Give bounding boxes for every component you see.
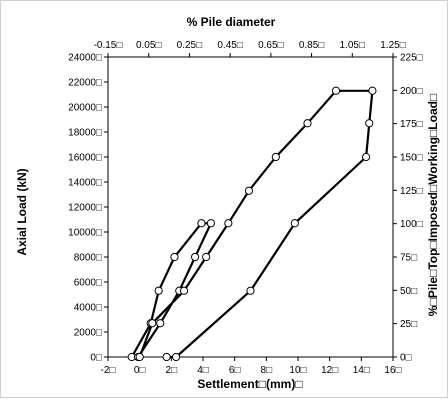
- data-point: [271, 152, 280, 162]
- y2-tick-label: 125□: [400, 186, 423, 197]
- chart-title: % Pile diameter: [187, 15, 276, 29]
- data-point: [190, 252, 200, 262]
- x2-tick-label: -0.15□: [94, 40, 123, 51]
- y2-tick-label: 0□: [400, 353, 412, 364]
- y-tick-label: 6000□: [74, 278, 102, 289]
- y2-tick-label: 25□: [400, 319, 417, 330]
- y2-tick-label: 150□: [400, 153, 423, 164]
- x-tick-label: 10□: [289, 365, 306, 376]
- x2-tick-label: 0.25□: [177, 40, 203, 51]
- x-tick-label: 6□: [229, 365, 241, 376]
- x-tick-label: 14□: [353, 365, 370, 376]
- y2-tick-label: 225□: [400, 53, 423, 64]
- x2-tick-label: 0.45□: [217, 40, 243, 51]
- y-tick-label: 2000□: [74, 328, 102, 339]
- data-point: [197, 219, 206, 228]
- y2-tick-label: 100□: [400, 219, 423, 230]
- data-point: [206, 219, 216, 228]
- y2-tick-label: 75□: [400, 253, 417, 264]
- data-point: [156, 319, 165, 328]
- x2-tick-label: 0.85□: [299, 40, 325, 51]
- x-tick-label: -2□: [101, 365, 116, 376]
- y-tick-label: 20000□: [68, 103, 102, 114]
- data-point: [224, 219, 233, 228]
- data-point: [303, 119, 312, 128]
- x-tick-label: 16□: [384, 365, 401, 376]
- data-point: [179, 286, 189, 295]
- y-tick-label: 12000□: [68, 203, 102, 214]
- y2-axis-label: %□Pile□Top□Imposed□Working□Load□: [426, 94, 440, 316]
- x-axis-label: Settlement□(mm)□: [197, 377, 302, 391]
- y-tick-label: 22000□: [68, 78, 102, 89]
- data-point: [244, 186, 254, 195]
- data-point: [246, 286, 255, 295]
- y2-tick-label: 200□: [400, 86, 423, 97]
- y-tick-label: 24000□: [68, 53, 102, 64]
- y-axis-label: Axial Load (kN): [15, 168, 29, 255]
- data-point: [202, 252, 211, 262]
- data-point: [171, 352, 181, 362]
- data-point: [170, 252, 179, 262]
- x-tick-label: 0□: [134, 365, 146, 376]
- y2-tick-label: 50□: [400, 286, 417, 297]
- y-tick-label: 14000□: [68, 178, 102, 189]
- x2-tick-label: 0.65□: [258, 40, 284, 51]
- y-tick-label: 10000□: [68, 228, 102, 239]
- x-tick-label: 2□: [166, 365, 178, 376]
- y-tick-label: 4000□: [74, 303, 102, 314]
- data-point: [331, 86, 341, 95]
- data-point: [154, 286, 163, 295]
- x-tick-label: 8□: [261, 365, 273, 376]
- x2-tick-label: 0.05□: [136, 40, 162, 51]
- y-tick-label: 16000□: [68, 153, 102, 164]
- data-point: [290, 219, 299, 228]
- data-point: [148, 319, 157, 328]
- data-point: [365, 119, 374, 128]
- y-tick-label: 8000□: [74, 253, 102, 264]
- plot-area-frame: [107, 56, 394, 358]
- x2-tick-label: 1.05□: [340, 40, 366, 51]
- data-point: [368, 86, 377, 95]
- y2-tick-label: 175□: [400, 119, 423, 130]
- data-point: [162, 352, 171, 362]
- x-tick-label: 4□: [197, 365, 209, 376]
- y-tick-label: 0□: [90, 353, 102, 364]
- x2-tick-label: 1.25□: [380, 40, 406, 51]
- series-line: [130, 89, 374, 359]
- x-tick-label: 12□: [321, 365, 338, 376]
- y-tick-label: 18000□: [68, 128, 102, 139]
- data-point: [361, 152, 371, 162]
- data-point: [135, 352, 144, 362]
